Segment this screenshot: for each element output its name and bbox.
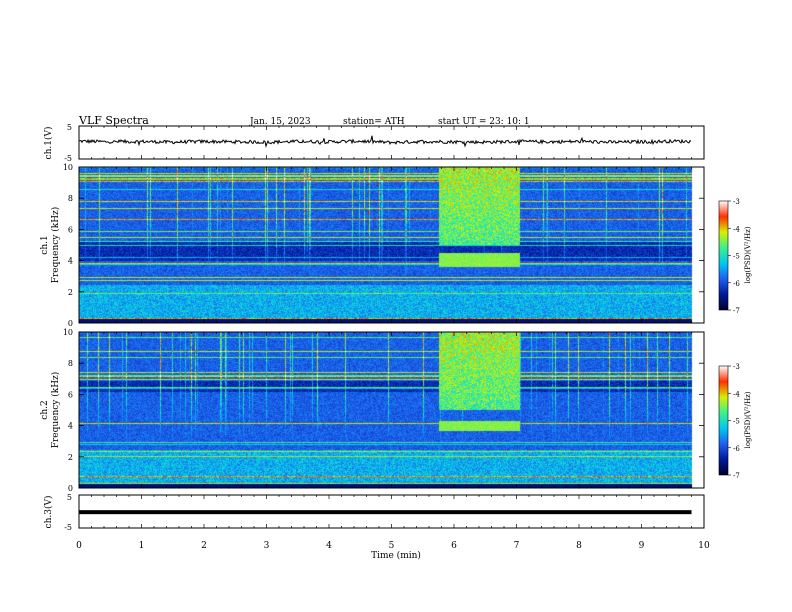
ch3-waveform-panel: 5 -5 ch.3(V) [43, 493, 705, 532]
colorbar-tick-label: -3 [733, 198, 740, 206]
ch2-colorbar-ticks: -3 -4 -5 -6 -7 [728, 363, 740, 480]
ch2-spectrogram-ylabel: Frequency (kHz) [50, 372, 61, 449]
y-tick-label: 6 [68, 225, 73, 234]
y-tick-label: 2 [68, 453, 73, 462]
x-tick-label: 4 [326, 541, 332, 551]
colorbar-tick-label: -4 [733, 225, 740, 233]
x-tick-label: 8 [576, 541, 582, 551]
y-tick-label: 2 [68, 288, 73, 297]
colorbar-tick-label: -6 [733, 280, 740, 288]
ch1-waveform-panel: 5 -5 ch.1(V) [43, 123, 705, 163]
y-tick-label: 4 [68, 257, 73, 266]
ch3-ytick-bottom: -5 [64, 523, 72, 532]
ch2-colorbar: -3 -4 -5 -6 -7 log(PSD)(V²/Hz) [718, 363, 752, 480]
y-tick-label: 0 [68, 484, 73, 493]
y-tick-label: 6 [68, 390, 73, 399]
ch1-trace-line [78, 135, 692, 148]
colorbar-tick-label: -6 [733, 445, 740, 453]
ch1-spectrogram-image [79, 167, 704, 323]
ch1-spectrogram-ylabel: Frequency (kHz) [50, 207, 61, 284]
x-tick-label: 9 [639, 541, 645, 551]
ch2-spectrogram-image [79, 332, 704, 488]
start-ut-label: start UT = 23: 10: 1 [438, 117, 530, 127]
ch1-colorbar-scale [718, 200, 729, 311]
ch2-colorbar-scale [718, 365, 729, 476]
y-tick-label: 0 [68, 319, 73, 328]
ch1-spectrogram-panel: 0 2 4 6 8 10 ch.1 Frequency (kHz) [40, 163, 705, 328]
ch1-colorbar-ticks: -3 -4 -5 -6 -7 [728, 198, 740, 315]
x-tick-label: 3 [264, 541, 270, 551]
x-tick-label: 2 [201, 541, 207, 551]
ch1-ytick-bottom: -5 [64, 154, 72, 163]
y-tick-label: 10 [63, 328, 73, 337]
x-tick-label: 5 [389, 541, 395, 551]
x-tick-label: 0 [76, 541, 82, 551]
colorbar-tick-label: -5 [733, 418, 740, 426]
ch1-colorbar: -3 -4 -5 -6 -7 log(PSD)(V²/Hz) [718, 198, 752, 315]
x-tick-label: 1 [139, 541, 145, 551]
time-axis: 0 1 2 3 4 5 6 7 8 9 10 [76, 541, 710, 551]
y-tick-label: 8 [68, 359, 73, 368]
ch1-colorbar-label: log(PSD)(V²/Hz) [744, 226, 752, 283]
x-tick-label: 10 [698, 541, 710, 551]
colorbar-tick-label: -7 [733, 307, 740, 315]
date-label: Jan. 15, 2023 [249, 117, 311, 127]
station-label: station= ATH [343, 117, 405, 127]
ch1-ytick-top: 5 [67, 123, 72, 132]
y-tick-label: 8 [68, 194, 73, 203]
x-tick-label: 6 [451, 541, 457, 551]
figure-title: VLF Spectra [78, 114, 149, 127]
colorbar-tick-label: -3 [733, 363, 740, 371]
ch3-ytick-top: 5 [67, 493, 72, 502]
x-tick-label: 7 [514, 541, 520, 551]
colorbar-tick-label: -7 [733, 472, 740, 480]
ch3-waveform-ylabel: ch.3(V) [43, 496, 54, 529]
ch1-spectrogram-channel-label: ch.1 [40, 235, 50, 254]
ch1-waveform-ticks [78, 126, 705, 159]
time-axis-label: Time (min) [371, 550, 421, 561]
ch3-trace-line [79, 510, 692, 515]
colorbar-tick-label: -4 [733, 390, 740, 398]
y-tick-label: 4 [68, 422, 73, 431]
ch2-spectrogram-yaxis: 0 2 4 6 8 10 [63, 328, 705, 493]
ch2-colorbar-label: log(PSD)(V²/Hz) [744, 391, 752, 448]
ch1-waveform-ylabel: ch.1(V) [43, 127, 54, 160]
ch3-waveform-ticks [78, 495, 705, 528]
ch1-spectrogram-yaxis: 0 2 4 6 8 10 [63, 163, 705, 328]
colorbar-tick-label: -5 [733, 253, 740, 261]
y-tick-label: 10 [63, 163, 73, 172]
ch2-spectrogram-panel: 0 2 4 6 8 10 ch.2 Frequency (kHz) [40, 328, 705, 493]
ch2-spectrogram-channel-label: ch.2 [40, 400, 50, 419]
